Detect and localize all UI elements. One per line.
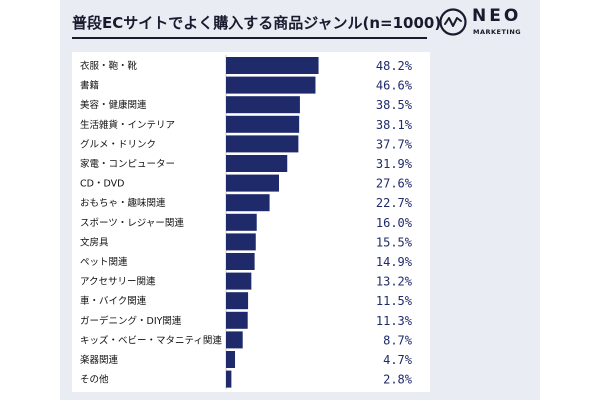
chart-title: 普段ECサイトでよく購入する商品ジャンル(n=1000) <box>72 14 442 32</box>
value-label: 48.2% <box>376 59 413 73</box>
category-label: 家電・コンピューター <box>80 158 175 170</box>
value-label: 22.7% <box>376 196 413 210</box>
value-label: 46.6% <box>376 79 413 93</box>
value-label: 8.7% <box>383 333 413 347</box>
category-label: グルメ・ドリンク <box>80 138 156 150</box>
category-label: 美容・健康関連 <box>80 99 147 111</box>
bar <box>226 174 279 192</box>
bar <box>226 57 319 74</box>
bar <box>226 272 252 290</box>
category-label: おもちゃ・趣味関連 <box>80 197 166 209</box>
logo-subtitle: MARKETING <box>473 28 522 36</box>
value-label: 15.5% <box>376 235 413 249</box>
value-label: 11.5% <box>376 294 413 308</box>
category-label: 衣服・鞄・靴 <box>80 60 138 72</box>
value-label: 38.1% <box>376 118 413 132</box>
category-label: 書籍 <box>80 80 99 92</box>
logo-mark-icon <box>439 8 467 36</box>
bar <box>226 292 249 310</box>
value-label: 2.8% <box>383 373 413 387</box>
bar <box>226 233 256 251</box>
title-underline <box>72 37 427 39</box>
logo-word: NEO <box>472 6 522 26</box>
category-label: スポーツ・レジャー関連 <box>80 217 184 229</box>
category-label: ペット関連 <box>80 256 128 268</box>
bar <box>226 155 288 172</box>
value-label: 16.0% <box>376 216 413 230</box>
category-label: アクセサリー関連 <box>80 276 156 288</box>
value-label: 37.7% <box>376 137 413 151</box>
bar-chart: 衣服・鞄・靴 48.2% 書籍 46.6% 美容・健康関連 38.5% 生活雑貨・インテリア… <box>80 55 413 390</box>
bar <box>226 76 316 94</box>
category-label: ガーデニング・DIY関連 <box>80 315 182 327</box>
category-label: キッズ・ベビー・マタニティ関連 <box>80 334 222 346</box>
value-label: 27.6% <box>376 177 413 191</box>
value-label: 31.9% <box>376 157 413 171</box>
category-label: 楽器関連 <box>80 354 119 366</box>
category-label: 車・バイク関連 <box>80 295 147 307</box>
value-label: 13.2% <box>376 275 413 289</box>
chart-card: 衣服・鞄・靴 48.2% 書籍 46.6% 美容・健康関連 38.5% 生活雑貨・インテリア… <box>72 52 430 392</box>
value-label: 4.7% <box>383 353 413 367</box>
bar <box>226 115 300 133</box>
category-label: CD・DVD <box>80 179 124 190</box>
bar <box>226 253 255 270</box>
bar <box>226 331 243 349</box>
bar <box>226 213 257 231</box>
value-label: 11.3% <box>376 314 413 328</box>
value-label: 38.5% <box>376 98 413 112</box>
bar <box>226 370 232 388</box>
bar <box>226 351 236 368</box>
bar <box>226 311 248 329</box>
value-label: 14.9% <box>376 255 413 269</box>
category-label: その他 <box>80 374 109 386</box>
category-label: 生活雑貨・インテリア <box>80 119 175 131</box>
category-label: 文房具 <box>80 236 109 248</box>
bar <box>226 96 300 114</box>
neo-marketing-logo: NEO MARKETING <box>438 6 522 40</box>
bar <box>226 194 270 212</box>
bar <box>226 135 299 153</box>
